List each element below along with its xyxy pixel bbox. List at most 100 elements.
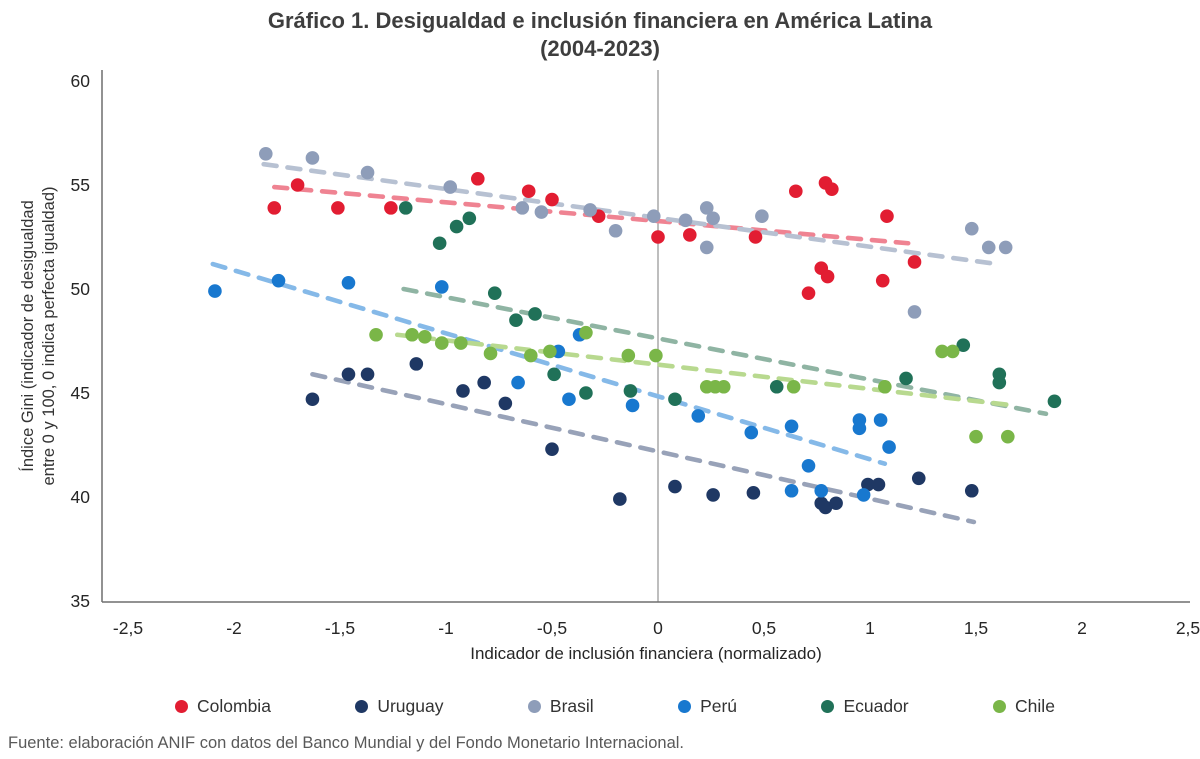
x-tick-label: -1: [438, 618, 454, 638]
data-point-chile: [483, 346, 498, 361]
legend-label-uruguay: Uruguay: [377, 695, 444, 716]
data-point-ecuador: [487, 286, 502, 300]
legend-item-colombia: Colombia: [175, 696, 271, 717]
legend-item-peru: Perú: [678, 696, 737, 717]
data-point-colombia: [825, 182, 839, 196]
legend-item-ecuador: Ecuador: [821, 695, 909, 717]
data-point-ecuador: [398, 201, 413, 215]
y-tick-label: 60: [71, 71, 91, 91]
data-point-ecuador: [992, 375, 1007, 390]
x-tick-label: 0,5: [752, 618, 776, 638]
legend-marker-brasil: [527, 699, 541, 713]
data-point-chile: [716, 379, 731, 394]
data-point-uruguay: [911, 471, 926, 486]
data-point-chile: [935, 344, 949, 359]
y-tick-label: 35: [71, 591, 90, 611]
data-point-brasil: [755, 209, 769, 223]
trendline-chile: [394, 332, 1017, 408]
data-point-uruguay: [861, 477, 875, 492]
data-point-perú: [744, 425, 759, 440]
chart-title-line1: Gráfico 1. Desigualdad e inclusión finan…: [267, 8, 933, 33]
scatter-plot-canvas: 60 55 50 45 40 35 -2,5 -2 -1,5 -1 -0,5 0 0,5 1 1,5 2 2,5: [71, 70, 1200, 638]
data-point-brasil: [699, 201, 714, 215]
data-point-perú: [341, 275, 356, 290]
data-point-colombia: [875, 273, 890, 288]
x-tick-label: -2,5: [113, 618, 143, 638]
data-point-brasil: [608, 223, 623, 238]
legend-item-chile: Chile: [993, 696, 1055, 717]
data-point-ecuador: [432, 236, 447, 251]
trendline-ecuador: [401, 286, 1049, 417]
legend-label-brasil: Brasil: [549, 695, 594, 716]
y-tick-label: 45: [71, 383, 90, 403]
legend-marker-colombia: [175, 699, 188, 713]
data-point-chile: [524, 348, 538, 363]
data-point-brasil: [360, 165, 375, 180]
legend-marker-chile: [993, 699, 1007, 713]
data-point-uruguay: [818, 500, 833, 515]
chart-title: Gráfico 1. Desigualdad e inclusión finan…: [0, 7, 1200, 63]
data-point-ecuador: [449, 219, 464, 234]
data-point-brasil: [515, 201, 530, 215]
legend-label-colombia: Colombia: [197, 695, 271, 716]
data-point-uruguay: [545, 442, 559, 456]
data-point-perú: [852, 421, 867, 436]
data-point-perú: [873, 413, 888, 427]
trendline-perú: [210, 261, 888, 467]
data-point-ecuador: [1047, 394, 1062, 409]
data-point-colombia: [651, 230, 665, 244]
data-point-ecuador: [579, 386, 593, 400]
x-tick-label: 2,5: [1176, 618, 1200, 638]
data-point-perú: [511, 375, 525, 390]
legend-label-ecuador: Ecuador: [843, 695, 909, 716]
data-point-ecuador: [668, 392, 682, 407]
data-point-colombia: [267, 201, 282, 215]
data-point-chile: [369, 327, 383, 342]
data-point-ecuador: [899, 371, 913, 386]
data-point-brasil: [706, 211, 720, 226]
data-point-uruguay: [668, 479, 682, 494]
data-point-chile: [621, 348, 636, 363]
data-point-uruguay: [964, 483, 979, 498]
source-note: Fuente: elaboración ANIF con datos del B…: [8, 734, 684, 752]
data-point-chile: [945, 344, 960, 359]
data-point-colombia: [471, 171, 485, 186]
x-axis-label: Indicador de inclusión financiera (norma…: [470, 644, 822, 663]
data-point-uruguay: [305, 392, 320, 407]
data-point-chile: [786, 379, 801, 394]
data-point-chile: [434, 336, 449, 350]
data-point-uruguay: [871, 477, 886, 492]
trendline-uruguay: [310, 371, 977, 525]
data-point-ecuador: [547, 367, 561, 382]
data-point-uruguay: [477, 375, 491, 390]
data-point-colombia: [748, 230, 763, 244]
data-point-colombia: [384, 201, 398, 215]
data-point-colombia: [801, 286, 816, 300]
data-point-perú: [562, 392, 576, 407]
data-point-ecuador: [769, 379, 784, 394]
data-point-colombia: [683, 228, 697, 242]
data-point-uruguay: [341, 367, 356, 382]
chart-title-line2: (2004-2023): [540, 36, 660, 61]
legend-marker-peru: [678, 699, 692, 713]
data-point-uruguay: [456, 384, 470, 398]
data-point-colombia: [907, 255, 922, 269]
legend: Colombia Uruguay Brasil Perú Ecuador Chi…: [175, 693, 1055, 719]
data-point-uruguay: [498, 396, 513, 411]
legend-marker-uruguay: [355, 699, 369, 713]
data-point-perú: [434, 280, 449, 294]
data-point-perú: [691, 409, 706, 423]
x-tick-label: -1,5: [325, 618, 355, 638]
legend-item-uruguay: Uruguay: [355, 695, 444, 717]
data-point-uruguay: [613, 492, 627, 506]
legend-label-peru: Perú: [700, 695, 738, 716]
data-point-ecuador: [623, 384, 638, 398]
data-point-brasil: [998, 240, 1013, 255]
data-point-chile: [649, 348, 663, 363]
data-point-brasil: [259, 147, 273, 161]
data-point-chile: [579, 325, 593, 340]
data-point-brasil: [907, 305, 922, 319]
y-tick-label: 50: [71, 279, 91, 299]
data-point-chile: [543, 344, 557, 359]
